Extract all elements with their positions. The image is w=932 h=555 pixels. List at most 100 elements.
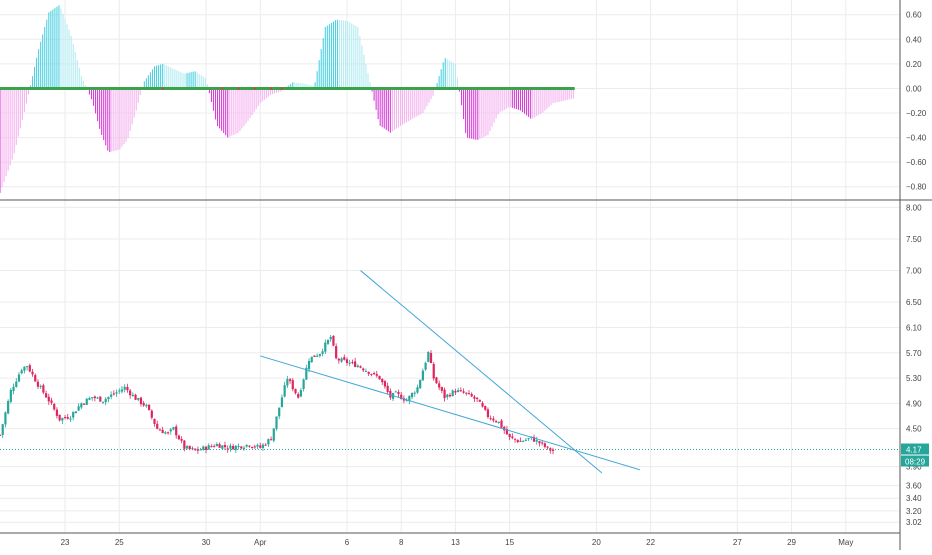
candle-body: [288, 379, 292, 381]
candle-body: [375, 374, 378, 376]
candle-body: [294, 388, 297, 394]
candle-body: [435, 377, 438, 384]
candle-body: [183, 440, 186, 449]
candle-body: [118, 390, 121, 392]
candle-body: [234, 446, 237, 450]
candle-body: [1, 424, 4, 436]
candle-body: [367, 371, 370, 374]
candle-body: [421, 370, 424, 381]
candle-body: [145, 404, 148, 407]
candle-body: [204, 446, 208, 450]
candle-body: [232, 446, 235, 450]
candle-body: [4, 412, 7, 425]
candle-body: [137, 398, 140, 400]
osc-y-tick-label: −0.20: [906, 109, 927, 118]
candle-body: [53, 403, 56, 410]
candle-body: [497, 421, 500, 423]
candle-body: [438, 383, 441, 388]
candle-body: [283, 385, 286, 397]
candle-body: [386, 385, 389, 392]
candle-body: [286, 379, 289, 386]
candle-body: [39, 386, 42, 388]
candle-body: [191, 448, 194, 450]
candle-body: [31, 371, 34, 375]
candle-body: [7, 400, 10, 414]
candle-body: [104, 398, 107, 403]
candle-body: [522, 440, 525, 442]
candle-body: [12, 386, 15, 391]
countdown-badge: [901, 455, 929, 467]
candle-body: [256, 444, 259, 447]
candle-body: [166, 432, 170, 434]
candle-body: [307, 360, 311, 370]
candle-body: [26, 366, 29, 368]
x-tick-label: 30: [202, 538, 211, 547]
candle-body: [61, 417, 64, 421]
candle-body: [362, 368, 365, 371]
candle-body: [513, 438, 517, 440]
candle-body: [278, 407, 281, 417]
osc-signal-dot: [161, 87, 164, 90]
candle-body: [484, 405, 487, 410]
candle-body: [207, 445, 210, 450]
x-tick-label: 22: [646, 538, 655, 547]
candle-body: [242, 447, 246, 449]
candle-body: [42, 385, 45, 393]
candle-body: [335, 346, 338, 359]
candle-body: [110, 394, 113, 397]
candle-body: [202, 446, 205, 450]
candle-body: [77, 406, 80, 411]
price-y-tick-label: 5.70: [906, 349, 922, 358]
candle-body: [185, 446, 189, 449]
osc-signal-dot: [280, 87, 284, 90]
candle-body: [129, 390, 132, 396]
candle-body: [47, 396, 50, 402]
candle-body: [356, 365, 359, 368]
oscillator-pane[interactable]: [0, 5, 575, 193]
candle-body: [432, 364, 435, 379]
candle-body: [359, 366, 362, 368]
candle-body: [440, 387, 443, 391]
candle-body: [492, 418, 495, 421]
trendline: [360, 270, 603, 474]
candle-body: [85, 398, 88, 405]
candle-body: [215, 444, 218, 447]
candle-body: [400, 394, 403, 400]
candle-body: [364, 370, 368, 372]
candle-body: [321, 351, 324, 354]
candle-body: [20, 370, 23, 374]
candle-body: [112, 393, 115, 395]
candle-body: [9, 389, 12, 402]
candle-body: [218, 444, 221, 448]
candle-body: [272, 428, 275, 441]
price-pane[interactable]: [0, 270, 900, 474]
candle-body: [446, 394, 449, 398]
candle-body: [275, 416, 278, 429]
candle-body: [541, 442, 544, 444]
candle-body: [172, 427, 175, 430]
candle-body: [221, 445, 224, 449]
x-tick-label: 15: [505, 538, 514, 547]
candle-body: [99, 396, 102, 402]
candle-body: [150, 410, 153, 418]
osc-y-tick-label: −0.80: [906, 183, 927, 192]
last-price-badge: [901, 443, 929, 455]
candle-body: [34, 375, 37, 382]
price-y-tick-label: 3.90: [906, 463, 922, 472]
candle-body: [0, 434, 2, 436]
price-y-tick-label: 5.30: [906, 374, 922, 383]
candle-body: [532, 437, 536, 442]
price-y-tick-label: 6.10: [906, 323, 922, 332]
candle-body: [251, 447, 254, 449]
candle-body: [489, 418, 492, 420]
price-y-tick-label: 3.60: [906, 482, 922, 491]
candle-body: [505, 429, 509, 435]
candle-body: [470, 393, 473, 397]
candle-body: [120, 389, 124, 392]
candle-body: [69, 418, 72, 420]
candle-body: [248, 445, 251, 447]
candle-body: [394, 391, 397, 393]
price-y-tick-label: 7.00: [906, 267, 922, 276]
candle-body: [17, 374, 21, 382]
